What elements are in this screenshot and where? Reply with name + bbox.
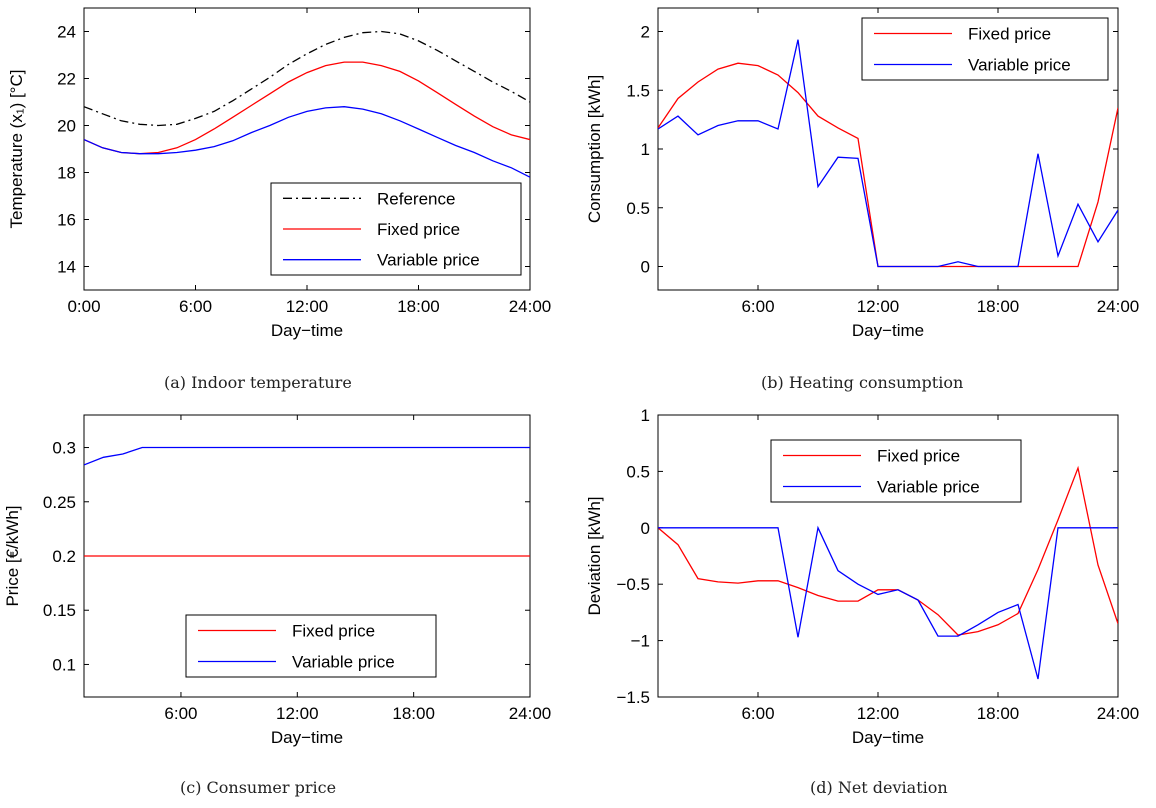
x-tick-label: 6:00 [179,297,212,316]
series-line-reference [84,30,530,127]
y-tick-label: 0.5 [626,199,650,218]
y-tick-label: 0.5 [626,462,650,481]
y-tick-label: 20 [57,117,76,136]
series-line-fixed-price [658,465,1118,636]
y-tick-label: 0 [641,258,650,277]
y-tick-label: 24 [57,23,76,42]
x-tick-label: 18:00 [977,297,1020,316]
y-tick-label: 0.25 [43,493,76,512]
caption-c: (c) Consumer price [180,778,337,797]
legend-label: Variable price [877,478,980,497]
caption-d: (d) Net deviation [810,778,948,797]
subplot-0: 0:00 6:00 12:00 18:00 24:00 14 16 18 20 22 24 Day−t… [7,7,552,340]
series-line-fixed-price [84,61,530,155]
series-line-variable-price [658,39,1118,268]
y-tick-label: −1.5 [616,688,650,707]
x-tick-label: 12:00 [286,297,329,316]
series-line-variable-price [84,446,530,466]
legend-label: Fixed price [292,622,375,641]
x-tick-label: 24:00 [1097,297,1140,316]
legend-label: Variable price [292,653,395,672]
y-tick-label: 16 [57,211,76,230]
caption-b: (b) Heating consumption [761,373,964,392]
legend-box [770,439,1022,503]
legend-box [185,614,437,678]
x-tick-label: 24:00 [509,297,552,316]
legend-label: Variable price [968,56,1071,75]
y-tick-label: 1 [641,140,650,159]
y-tick-label: 0.15 [43,601,76,620]
y-axis-label: Price [€/kWh] [3,505,22,606]
x-axis-label: Day−time [271,728,343,747]
y-tick-label: 14 [57,258,76,277]
y-axis-label: Consumption [kWh] [585,75,604,223]
y-tick-label: 22 [57,70,76,89]
x-tick-label: 24:00 [509,704,552,723]
y-tick-label: 1 [641,406,650,425]
x-axis-label: Day−time [852,321,924,340]
x-tick-label: 18:00 [977,704,1020,723]
x-tick-label: 12:00 [276,704,319,723]
y-axis-label: Temperature (x₁) [°C] [7,70,26,229]
y-tick-label: 2 [641,23,650,42]
x-tick-label: 0:00 [67,297,100,316]
y-tick-label: −1 [631,632,650,651]
caption-a: (a) Indoor temperature [164,373,352,392]
legend-label: Fixed price [968,25,1051,44]
legend-label: Variable price [377,251,480,270]
legend-label: Fixed price [377,220,460,239]
legend-label: Fixed price [877,447,960,466]
y-tick-label: 0.2 [52,547,76,566]
series-line-variable-price [84,106,530,178]
x-tick-label: 6:00 [741,704,774,723]
x-tick-label: 24:00 [1097,704,1140,723]
x-tick-label: 18:00 [397,297,440,316]
y-tick-label: −0.5 [616,575,650,594]
y-tick-label: 0 [641,519,650,538]
y-tick-label: 1.5 [626,81,650,100]
legend-box [861,17,1109,81]
y-tick-label: 18 [57,164,76,183]
x-axis-label: Day−time [271,321,343,340]
x-tick-label: 6:00 [164,704,197,723]
x-tick-label: 6:00 [741,297,774,316]
subplot-3: 6:00 12:00 18:00 24:00 −1.5 −1 −0.5 0 0.5 1 Day−ti… [585,406,1139,747]
x-axis-label: Day−time [852,728,924,747]
subplot-2: 6:00 12:00 18:00 24:00 0.1 0.15 0.2 0.25 0.3 Day−… [3,414,552,747]
y-tick-label: 0.1 [52,655,76,674]
y-tick-label: 0.3 [52,439,76,458]
subplot-1: 6:00 12:00 18:00 24:00 0 0.5 1 1.5 2 Day−time Cons… [585,7,1140,340]
x-tick-label: 18:00 [392,704,435,723]
x-tick-label: 12:00 [857,704,900,723]
series-line-variable-price [658,525,1118,680]
x-tick-label: 12:00 [857,297,900,316]
legend-label: Reference [377,189,455,208]
y-axis-label: Deviation [kWh] [585,496,604,615]
